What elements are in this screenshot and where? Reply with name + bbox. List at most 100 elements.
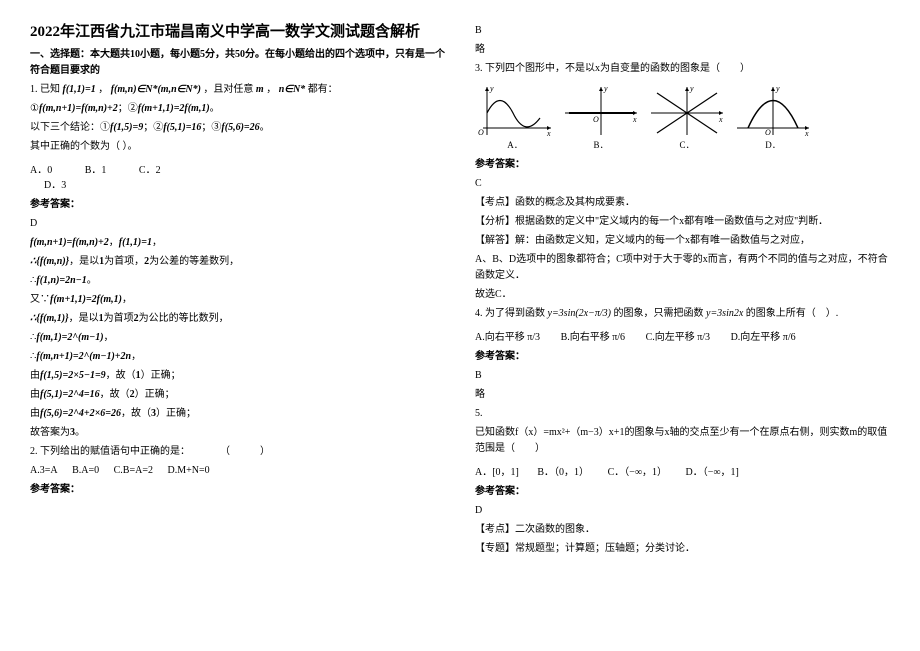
q1e8c: ，故（ <box>106 370 136 381</box>
q5-ans: D <box>475 503 890 519</box>
q5-B: B．（0，1） <box>537 463 589 478</box>
q3-D: D． <box>765 140 781 150</box>
q1-c1n: ① <box>30 103 39 114</box>
q1e1d: ， <box>152 237 162 248</box>
q1e2b: ，是以 <box>69 256 99 267</box>
q1-s-g: f(m,n)∈N*(m,n∈N*) <box>111 84 201 95</box>
q1-s-d: ， <box>266 84 276 95</box>
q4sf2: y=3sin2x <box>706 308 743 319</box>
q2-ans: B <box>475 23 890 39</box>
q4-D: D.向左平移 π/6 <box>731 328 796 343</box>
q1e5a: ∴{f(m,1)} <box>30 313 69 324</box>
q1e5b: ，是以 <box>69 313 99 324</box>
q1-A: A．0 <box>30 161 52 176</box>
q3-A: A． <box>507 140 523 150</box>
q4sa: 4. 为了得到函数 <box>475 308 545 319</box>
q1-e1: f(m,n+1)=f(m,n)+2，f(1,1)=1， <box>30 235 445 251</box>
q1e10a: 由 <box>30 408 40 419</box>
q3-k4: A、B、D选项中的图象都符合；C项中对于大于零的x而言，有两个不同的值与之对应，… <box>475 252 890 284</box>
q2-B: B.A=0 <box>72 463 99 479</box>
q1e9b: f(5,1)=2^4=16 <box>40 389 100 400</box>
q1-e7: ∴f(m,n+1)=2^(m−1)+2n， <box>30 349 445 365</box>
q3-B: B． <box>593 140 608 150</box>
q1e1b: ， <box>109 237 119 248</box>
q4sb: 的图象，只需把函数 <box>614 308 704 319</box>
q1-bc2b: ；③ <box>201 122 221 133</box>
exam-title: 2022年江西省九江市瑞昌南义中学高一数学文测试题含解析 <box>30 20 445 41</box>
q4-B: B.向右平移 π/6 <box>561 328 626 343</box>
q5-A: A．[0，1] <box>475 463 519 478</box>
q1e10b: f(5,6)=2^4+2×6=26 <box>40 408 121 419</box>
q1-e10: 由f(5,6)=2^4+2×6=26，故（3）正确； <box>30 406 445 422</box>
q1-cond: ①f(m,n+1)=f(m,n)+2；②f(m+1,1)=2f(m,1)。 <box>30 101 445 117</box>
q1-below: 以下三个结论：①f(1,5)=9；②f(5,1)=16；③f(5,6)=26。 <box>30 120 445 136</box>
q1e1c: f(1,1)=1 <box>119 237 152 248</box>
q1e2d: 为首项， <box>104 256 144 267</box>
q2-stem: 2. 下列给出的赋值语句中正确的是： （ ） <box>30 444 445 460</box>
q4-opts: A.向右平移 π/3 B.向右平移 π/6 C.向左平移 π/3 D.向左平移 … <box>475 328 890 343</box>
q3-ans: C <box>475 176 890 192</box>
q1e9a: 由 <box>30 389 40 400</box>
q1-c1b: ；② <box>118 103 138 114</box>
q5-stem: 已知函数f（x）=mx²+（m−3）x+1的图象与x轴的交点至少有一个在原点右侧… <box>475 425 890 457</box>
graph-a-icon: O x y <box>475 83 555 138</box>
q1-s-e: 都有： <box>308 84 338 95</box>
q4-stem: 4. 为了得到函数 y=3sin(2x−π/3) 的图象，只需把函数 y=3si… <box>475 306 890 322</box>
q1e11c: 。 <box>75 427 85 438</box>
q2-D: D.M+N=0 <box>167 463 209 479</box>
q1-B: B．1 <box>85 161 107 176</box>
q1e6b: f(m,1)=2^(m−1) <box>36 332 103 343</box>
q1e8a: 由 <box>30 370 40 381</box>
q5-k1: 【考点】二次函数的图象． <box>475 522 890 538</box>
q2-exp: 略 <box>475 42 890 58</box>
svg-text:x: x <box>804 129 809 138</box>
q1-bl: 以下三个结论：① <box>30 122 110 133</box>
q1-e4: 又∵f(m+1,1)=2f(m,1)， <box>30 292 445 308</box>
q1e2a: ∴{f(m,n)} <box>30 256 69 267</box>
q1e1a: f(m,n+1)=f(m,n)+2 <box>30 237 109 248</box>
svg-text:y: y <box>489 84 494 93</box>
q1e10e: ）正确； <box>156 408 196 419</box>
q1e4a: 又∵ <box>30 294 50 305</box>
q1e6c: ， <box>104 332 114 343</box>
q1-e6: ∴f(m,1)=2^(m−1)， <box>30 330 445 346</box>
q3-graph-D: O x y D． <box>733 83 813 151</box>
q3-graph-B: O x y B． <box>561 83 641 151</box>
q3-graph-C: x y C． <box>647 83 727 151</box>
q1e11: 故答案为 <box>30 427 70 438</box>
q1e5f: 为公比的等比数列， <box>139 313 229 324</box>
q2-opts: A.3=A B.A=0 C.B=A=2 D.M+N=0 <box>30 463 445 479</box>
svg-text:x: x <box>546 129 551 138</box>
svg-text:y: y <box>775 84 780 93</box>
q5-C: C．（−∞，1） <box>608 463 667 478</box>
q1-ans-label: 参考答案： <box>30 197 445 213</box>
graph-c-icon: x y <box>647 83 727 138</box>
q1-s-m: m <box>256 84 264 95</box>
q1e10c: ，故（ <box>121 408 151 419</box>
q1e3b: f(1,n)=2n−1 <box>36 275 86 286</box>
q1e3c: 。 <box>87 275 97 286</box>
q2-ans-label: 参考答案： <box>30 482 445 498</box>
q1e7b: f(m,n+1)=2^(m−1)+2n <box>36 351 131 362</box>
svg-text:O: O <box>765 128 771 137</box>
q5-D: D．（−∞，1] <box>686 463 739 478</box>
q2-C: C.B=A=2 <box>114 463 153 479</box>
q1e5d: 为首项 <box>104 313 134 324</box>
q1-ans: D <box>30 216 445 232</box>
q1e8b: f(1,5)=2×5−1=9 <box>40 370 106 381</box>
q3-k1: 【考点】函数的概念及其构成要素． <box>475 195 890 211</box>
q3-C: C． <box>679 140 694 150</box>
q4-ans-label: 参考答案： <box>475 349 890 365</box>
section1-head: 一、选择题：本大题共10小题，每小题5分，共50分。在每小题给出的四个选项中，只… <box>30 47 445 79</box>
right-column: B 略 3. 下列四个图形中，不是以x为自变量的函数的图象是（ ） O x y … <box>475 20 890 560</box>
svg-text:O: O <box>593 115 599 124</box>
q1-bc3b: 。 <box>260 122 270 133</box>
svg-text:O: O <box>478 128 484 137</box>
svg-text:x: x <box>632 115 637 124</box>
q1e4c: ， <box>122 294 132 305</box>
q1-e11: 故答案为3。 <box>30 425 445 441</box>
q1-s-b: ， <box>98 84 108 95</box>
q5-ans-label: 参考答案： <box>475 484 890 500</box>
q1-stem: 1. 已知 f(1,1)=1 ， f(m,n)∈N*(m,n∈N*) ，且对任意… <box>30 82 445 98</box>
q1-opts: A．0 B．1 C．2 D．3 <box>30 161 445 191</box>
